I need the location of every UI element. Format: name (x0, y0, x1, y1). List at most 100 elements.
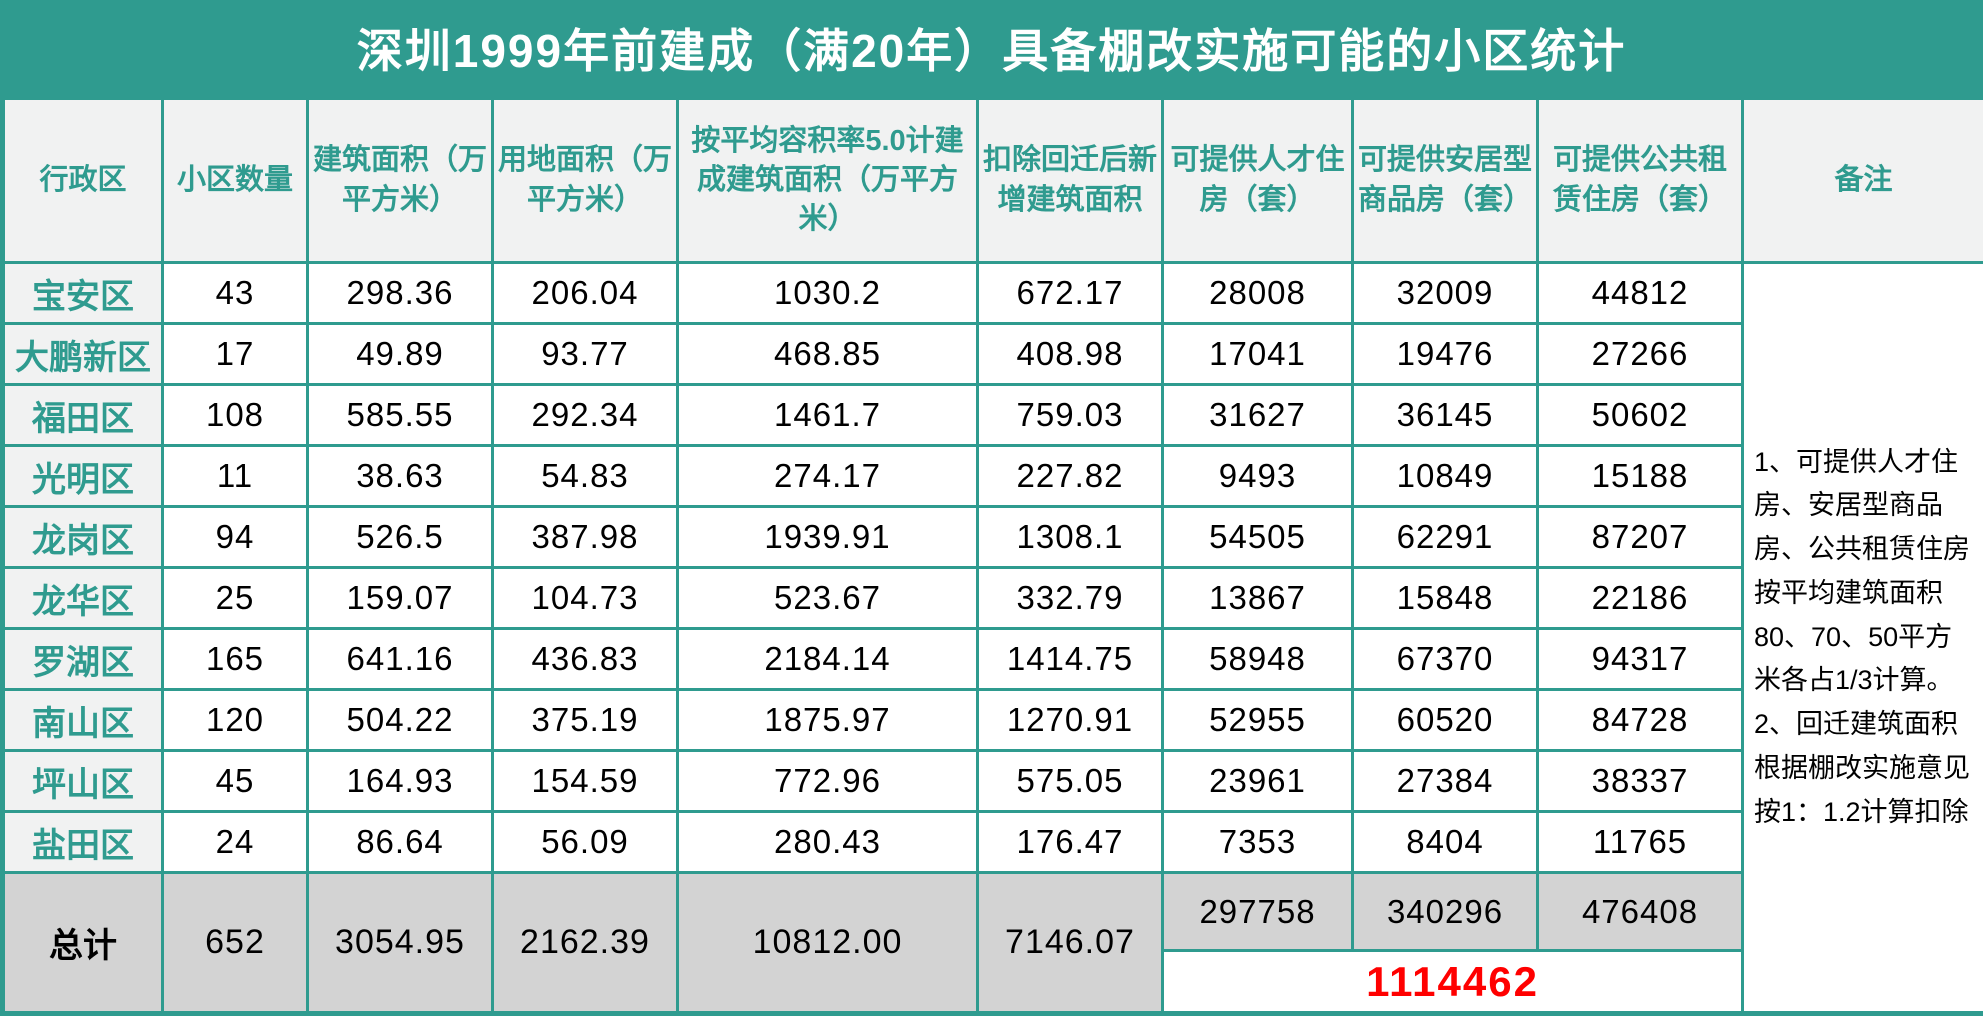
data-cell: 17041 (1161, 322, 1354, 386)
data-cell: 468.85 (676, 322, 979, 386)
header-district: 行政区 (1, 96, 164, 264)
table-row-yantian: 盐田区 24 86.64 56.09 280.43 176.47 7353 84… (1, 810, 1983, 874)
data-cell: 45 (161, 749, 309, 813)
data-cell: 772.96 (676, 749, 979, 813)
data-cell: 84728 (1536, 688, 1744, 752)
total-label-cell: 总计 (1, 871, 164, 1015)
district-cell: 龙华区 (1, 566, 164, 630)
data-cell: 13867 (1161, 566, 1354, 630)
statistics-table: 行政区 小区数量 建筑面积（万平方米） 用地面积（万平方米） 按平均容积率5.0… (0, 95, 1983, 1016)
header-building-area: 建筑面积（万平方米） (306, 96, 494, 264)
data-cell: 10849 (1351, 444, 1539, 508)
data-cell: 27266 (1536, 322, 1744, 386)
remark-item-2: 2、回迁建筑面积根据棚改实施意见按1：1.2计算扣除 (1754, 709, 1970, 827)
data-cell: 280.43 (676, 810, 979, 874)
data-cell: 23961 (1161, 749, 1354, 813)
data-cell: 36145 (1351, 383, 1539, 447)
data-cell: 575.05 (976, 749, 1164, 813)
district-cell: 龙岗区 (1, 505, 164, 569)
district-cell: 盐田区 (1, 810, 164, 874)
data-cell: 62291 (1351, 505, 1539, 569)
data-cell: 87207 (1536, 505, 1744, 569)
data-cell: 27384 (1351, 749, 1539, 813)
data-cell: 332.79 (976, 566, 1164, 630)
data-cell: 17 (161, 322, 309, 386)
data-cell: 298.36 (306, 261, 494, 325)
header-row: 行政区 小区数量 建筑面积（万平方米） 用地面积（万平方米） 按平均容积率5.0… (1, 96, 1983, 264)
data-cell: 93.77 (491, 322, 679, 386)
data-cell: 2184.14 (676, 627, 979, 691)
data-cell: 227.82 (976, 444, 1164, 508)
data-cell: 672.17 (976, 261, 1164, 325)
total-talent-housing-cell: 297758 (1161, 871, 1354, 952)
total-cell: 10812.00 (676, 871, 979, 1015)
total-cell: 3054.95 (306, 871, 494, 1015)
header-community-count: 小区数量 (161, 96, 309, 264)
data-cell: 164.93 (306, 749, 494, 813)
data-cell: 526.5 (306, 505, 494, 569)
remark-item-1: 1、可提供人才住房、安居型商品房、公共租赁住房按平均建筑面积80、70、50平方… (1754, 446, 1970, 696)
header-affordable-housing: 可提供安居型商品房（套） (1351, 96, 1539, 264)
data-cell: 1030.2 (676, 261, 979, 325)
data-cell: 274.17 (676, 444, 979, 508)
total-cell: 7146.07 (976, 871, 1164, 1015)
data-cell: 375.19 (491, 688, 679, 752)
header-net-new-area: 扣除回迁后新增建筑面积 (976, 96, 1164, 264)
district-cell: 南山区 (1, 688, 164, 752)
data-cell: 120 (161, 688, 309, 752)
data-cell: 1308.1 (976, 505, 1164, 569)
data-cell: 49.89 (306, 322, 494, 386)
data-cell: 56.09 (491, 810, 679, 874)
data-cell: 159.07 (306, 566, 494, 630)
data-cell: 154.59 (491, 749, 679, 813)
district-cell: 罗湖区 (1, 627, 164, 691)
data-cell: 94317 (1536, 627, 1744, 691)
data-cell: 108 (161, 383, 309, 447)
data-cell: 436.83 (491, 627, 679, 691)
data-cell: 38337 (1536, 749, 1744, 813)
data-cell: 60520 (1351, 688, 1539, 752)
data-cell: 7353 (1161, 810, 1354, 874)
data-cell: 504.22 (306, 688, 494, 752)
data-cell: 585.55 (306, 383, 494, 447)
data-cell: 1939.91 (676, 505, 979, 569)
data-cell: 1875.97 (676, 688, 979, 752)
data-cell: 387.98 (491, 505, 679, 569)
table-row-nanshan: 南山区 120 504.22 375.19 1875.97 1270.91 52… (1, 688, 1983, 752)
data-cell: 24 (161, 810, 309, 874)
table-row-longhua: 龙华区 25 159.07 104.73 523.67 332.79 13867… (1, 566, 1983, 630)
data-cell: 759.03 (976, 383, 1164, 447)
data-cell: 52955 (1161, 688, 1354, 752)
data-cell: 15188 (1536, 444, 1744, 508)
data-cell: 8404 (1351, 810, 1539, 874)
data-cell: 58948 (1161, 627, 1354, 691)
table-title: 深圳1999年前建成（满20年）具备棚改实施可能的小区统计 (0, 0, 1983, 95)
data-cell: 176.47 (976, 810, 1164, 874)
data-cell: 28008 (1161, 261, 1354, 325)
data-cell: 1414.75 (976, 627, 1164, 691)
table-row-pingshan: 坪山区 45 164.93 154.59 772.96 575.05 23961… (1, 749, 1983, 813)
district-cell: 大鹏新区 (1, 322, 164, 386)
grand-total-row: 1114462 (3, 949, 1983, 1015)
data-cell: 1270.91 (976, 688, 1164, 752)
district-cell: 光明区 (1, 444, 164, 508)
data-cell: 25 (161, 566, 309, 630)
data-cell: 43 (161, 261, 309, 325)
table-row-baoan: 宝安区 43 298.36 206.04 1030.2 672.17 28008… (1, 261, 1983, 1015)
data-cell: 94 (161, 505, 309, 569)
data-cell: 67370 (1351, 627, 1539, 691)
header-remarks: 备注 (1741, 96, 1983, 264)
data-cell: 104.73 (491, 566, 679, 630)
data-cell: 11 (161, 444, 309, 508)
data-cell: 32009 (1351, 261, 1539, 325)
data-cell: 54.83 (491, 444, 679, 508)
data-cell: 523.67 (676, 566, 979, 630)
data-cell: 19476 (1351, 322, 1539, 386)
table-row-longgang: 龙岗区 94 526.5 387.98 1939.91 1308.1 54505… (1, 505, 1983, 569)
data-cell: 31627 (1161, 383, 1354, 447)
remarks-cell: 1、可提供人才住房、安居型商品房、公共租赁住房按平均建筑面积80、70、50平方… (1741, 261, 1983, 1015)
total-cell: 2162.39 (491, 871, 679, 1015)
data-cell: 9493 (1161, 444, 1354, 508)
total-row: 总计 652 3054.95 2162.39 10812.00 7146.07 … (1, 871, 1983, 1015)
district-cell: 福田区 (1, 383, 164, 447)
